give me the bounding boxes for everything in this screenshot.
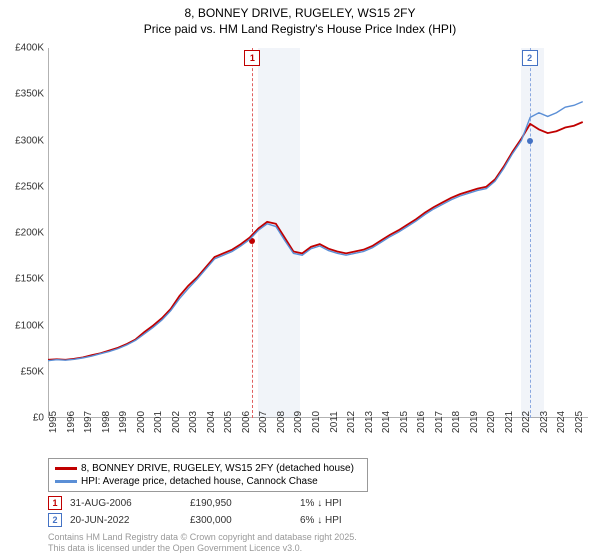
- y-tick-label: £100K: [15, 320, 44, 331]
- legend-swatch: [55, 480, 77, 483]
- series-svg: [48, 48, 588, 418]
- title-block: 8, BONNEY DRIVE, RUGELEY, WS15 2FY Price…: [0, 0, 600, 39]
- sale-delta: 1% ↓ HPI: [300, 498, 400, 509]
- sale-date: 20-JUN-2022: [70, 515, 190, 526]
- y-tick-label: £350K: [15, 89, 44, 100]
- y-tick-label: £200K: [15, 228, 44, 239]
- y-tick-label: £400K: [15, 43, 44, 54]
- sale-row: 1 31-AUG-2006£190,9501% ↓ HPI: [48, 496, 400, 510]
- series-price_paid: [48, 122, 583, 360]
- attribution-line-1: Contains HM Land Registry data © Crown c…: [48, 532, 357, 543]
- sale-marker-icon: 2: [48, 513, 62, 527]
- y-axis: £0£50K£100K£150K£200K£250K£300K£350K£400…: [0, 48, 48, 418]
- sale-price: £300,000: [190, 515, 300, 526]
- attribution: Contains HM Land Registry data © Crown c…: [48, 532, 357, 554]
- x-axis: 1995199619971998199920002001200220032004…: [48, 418, 588, 454]
- legend-item: 8, BONNEY DRIVE, RUGELEY, WS15 2FY (deta…: [55, 462, 361, 475]
- title-line-2: Price paid vs. HM Land Registry's House …: [0, 22, 600, 38]
- chart-container: 8, BONNEY DRIVE, RUGELEY, WS15 2FY Price…: [0, 0, 600, 560]
- sale-row: 2 20-JUN-2022£300,0006% ↓ HPI: [48, 513, 400, 527]
- sale-marker-icon: 1: [48, 496, 62, 510]
- sales-table: 1 31-AUG-2006£190,9501% ↓ HPI 2 20-JUN-2022…: [48, 496, 400, 530]
- legend-label: 8, BONNEY DRIVE, RUGELEY, WS15 2FY (deta…: [81, 462, 354, 475]
- sale-delta: 6% ↓ HPI: [300, 515, 400, 526]
- legend: 8, BONNEY DRIVE, RUGELEY, WS15 2FY (deta…: [48, 458, 368, 492]
- y-tick-label: £250K: [15, 181, 44, 192]
- sale-price: £190,950: [190, 498, 300, 509]
- y-tick-label: £0: [33, 413, 44, 424]
- plot-area: 12: [48, 48, 588, 418]
- legend-item: HPI: Average price, detached house, Cann…: [55, 475, 361, 488]
- legend-label: HPI: Average price, detached house, Cann…: [81, 475, 318, 488]
- sale-date: 31-AUG-2006: [70, 498, 190, 509]
- legend-swatch: [55, 467, 77, 470]
- title-line-1: 8, BONNEY DRIVE, RUGELEY, WS15 2FY: [0, 6, 600, 22]
- series-hpi: [48, 102, 583, 361]
- y-tick-label: £150K: [15, 274, 44, 285]
- y-tick-label: £50K: [21, 366, 44, 377]
- attribution-line-2: This data is licensed under the Open Gov…: [48, 543, 357, 554]
- y-tick-label: £300K: [15, 135, 44, 146]
